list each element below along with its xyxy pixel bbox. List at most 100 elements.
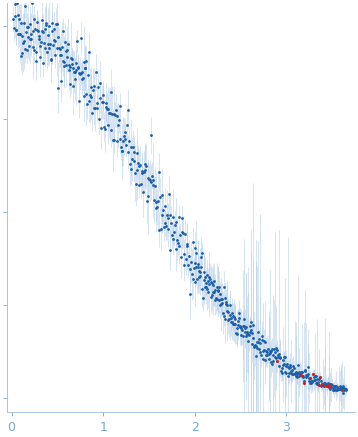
- Point: [75, 64, 81, 71]
- Point: [286, 364, 291, 371]
- Point: [78, 35, 84, 42]
- Point: [179, 228, 184, 235]
- Point: [263, 348, 269, 355]
- Point: [102, 125, 108, 132]
- Point: [324, 382, 330, 389]
- Point: [115, 112, 120, 119]
- Point: [193, 278, 198, 285]
- Point: [268, 358, 274, 365]
- Point: [48, 57, 54, 64]
- Point: [61, 63, 67, 70]
- Point: [249, 340, 255, 347]
- Point: [39, 16, 44, 23]
- Point: [141, 168, 147, 175]
- Point: [131, 148, 136, 155]
- Point: [323, 381, 329, 388]
- Point: [233, 330, 239, 337]
- Point: [70, 64, 76, 71]
- Point: [86, 49, 91, 55]
- Point: [160, 207, 166, 214]
- Point: [250, 329, 255, 336]
- Point: [96, 115, 102, 122]
- Point: [113, 107, 119, 114]
- Point: [225, 316, 231, 323]
- Point: [45, 32, 51, 39]
- Point: [23, 3, 28, 10]
- Point: [245, 330, 250, 337]
- Point: [337, 383, 343, 390]
- Point: [224, 308, 230, 315]
- Point: [151, 196, 157, 203]
- Point: [277, 353, 283, 360]
- Point: [163, 202, 168, 209]
- Point: [303, 367, 308, 374]
- Point: [255, 338, 261, 345]
- Point: [139, 167, 145, 174]
- Point: [219, 299, 225, 306]
- Point: [314, 381, 320, 388]
- Point: [165, 215, 170, 222]
- Point: [172, 222, 178, 229]
- Point: [53, 37, 58, 44]
- Point: [220, 309, 226, 316]
- Point: [153, 205, 159, 212]
- Point: [233, 315, 238, 322]
- Point: [97, 94, 102, 101]
- Point: [146, 175, 152, 182]
- Point: [182, 250, 187, 257]
- Point: [231, 313, 237, 320]
- Point: [140, 170, 145, 177]
- Point: [280, 361, 285, 368]
- Point: [290, 366, 295, 373]
- Point: [87, 92, 93, 99]
- Point: [152, 183, 158, 190]
- Point: [340, 382, 346, 389]
- Point: [189, 271, 195, 278]
- Point: [288, 369, 294, 376]
- Point: [299, 368, 304, 375]
- Point: [111, 111, 116, 118]
- Point: [200, 295, 206, 302]
- Point: [162, 220, 168, 227]
- Point: [268, 347, 274, 354]
- Point: [256, 346, 262, 353]
- Point: [222, 294, 228, 301]
- Point: [254, 344, 260, 351]
- Point: [227, 312, 233, 319]
- Point: [304, 371, 309, 378]
- Point: [79, 69, 85, 76]
- Point: [342, 386, 348, 393]
- Point: [27, 35, 33, 42]
- Point: [296, 372, 302, 379]
- Point: [53, 20, 59, 27]
- Point: [168, 246, 173, 253]
- Point: [218, 301, 224, 308]
- Point: [214, 283, 220, 290]
- Point: [245, 330, 251, 337]
- Point: [295, 361, 301, 368]
- Point: [130, 143, 136, 150]
- Point: [262, 357, 268, 364]
- Point: [66, 62, 72, 69]
- Point: [22, 45, 28, 52]
- Point: [227, 302, 232, 309]
- Point: [192, 245, 198, 252]
- Point: [250, 334, 256, 341]
- Point: [265, 346, 271, 353]
- Point: [15, 11, 20, 18]
- Point: [239, 327, 245, 334]
- Point: [181, 261, 187, 268]
- Point: [324, 383, 329, 390]
- Point: [101, 123, 107, 130]
- Point: [261, 337, 267, 344]
- Point: [164, 211, 170, 218]
- Point: [131, 157, 137, 164]
- Point: [114, 138, 120, 145]
- Point: [35, 28, 41, 35]
- Point: [160, 192, 165, 199]
- Point: [116, 117, 122, 124]
- Point: [177, 232, 183, 239]
- Point: [223, 298, 229, 305]
- Point: [291, 371, 296, 378]
- Point: [251, 342, 257, 349]
